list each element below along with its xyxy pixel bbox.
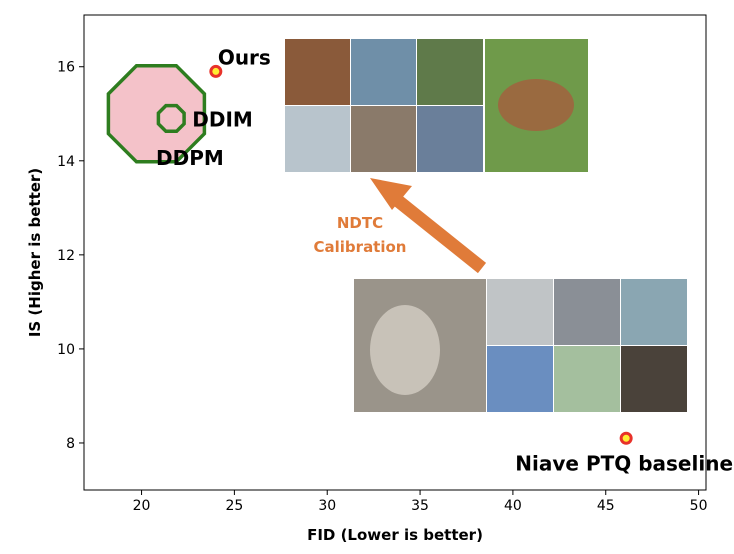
x-axis-label: FID (Lower is better) (307, 526, 483, 544)
region-ddim (156, 103, 186, 134)
label-baseline: Niave PTQ baseline (515, 451, 733, 475)
sample-image (285, 39, 350, 105)
plot-frame (83, 14, 707, 491)
sample-image (417, 106, 483, 172)
x-tick-label: 35 (411, 498, 429, 514)
label-ddpm: DDPM (156, 146, 224, 170)
y-tick-label: 8 (66, 436, 75, 452)
sample-image (487, 346, 553, 412)
sample-image (351, 106, 416, 172)
sample-image-subject (498, 79, 574, 131)
sample-image (621, 279, 687, 345)
sample-image (554, 279, 620, 345)
y-tick-label: 14 (57, 154, 75, 170)
sample-image (621, 346, 687, 412)
y-tick-label: 10 (57, 342, 75, 358)
y-tick-label: 16 (57, 60, 75, 76)
x-tick-label: 25 (225, 498, 243, 514)
label-ddim: DDIM (192, 107, 253, 131)
calibration-arrow (387, 190, 487, 274)
sample-image-subject (370, 305, 440, 395)
calibration-arrow-head (370, 178, 412, 210)
point-baseline (619, 431, 633, 445)
sample-image (487, 279, 553, 345)
sample-image (417, 39, 483, 105)
label-ours: Ours (218, 45, 271, 69)
y-axis-label: IS (Higher is better) (26, 168, 44, 337)
x-tick-label: 40 (504, 498, 522, 514)
point-ours (209, 64, 223, 78)
x-tick-label: 45 (597, 498, 615, 514)
annotation-line: Calibration (314, 238, 407, 256)
sample-image (554, 346, 620, 412)
sample-image (285, 106, 350, 172)
region-ddpm (106, 63, 207, 164)
x-tick-label: 20 (133, 498, 151, 514)
sample-image (351, 39, 416, 105)
x-tick-label: 30 (318, 498, 336, 514)
y-tick-label: 12 (57, 248, 75, 264)
x-tick-label: 50 (690, 498, 708, 514)
annotation-line: NDTC (337, 214, 383, 232)
